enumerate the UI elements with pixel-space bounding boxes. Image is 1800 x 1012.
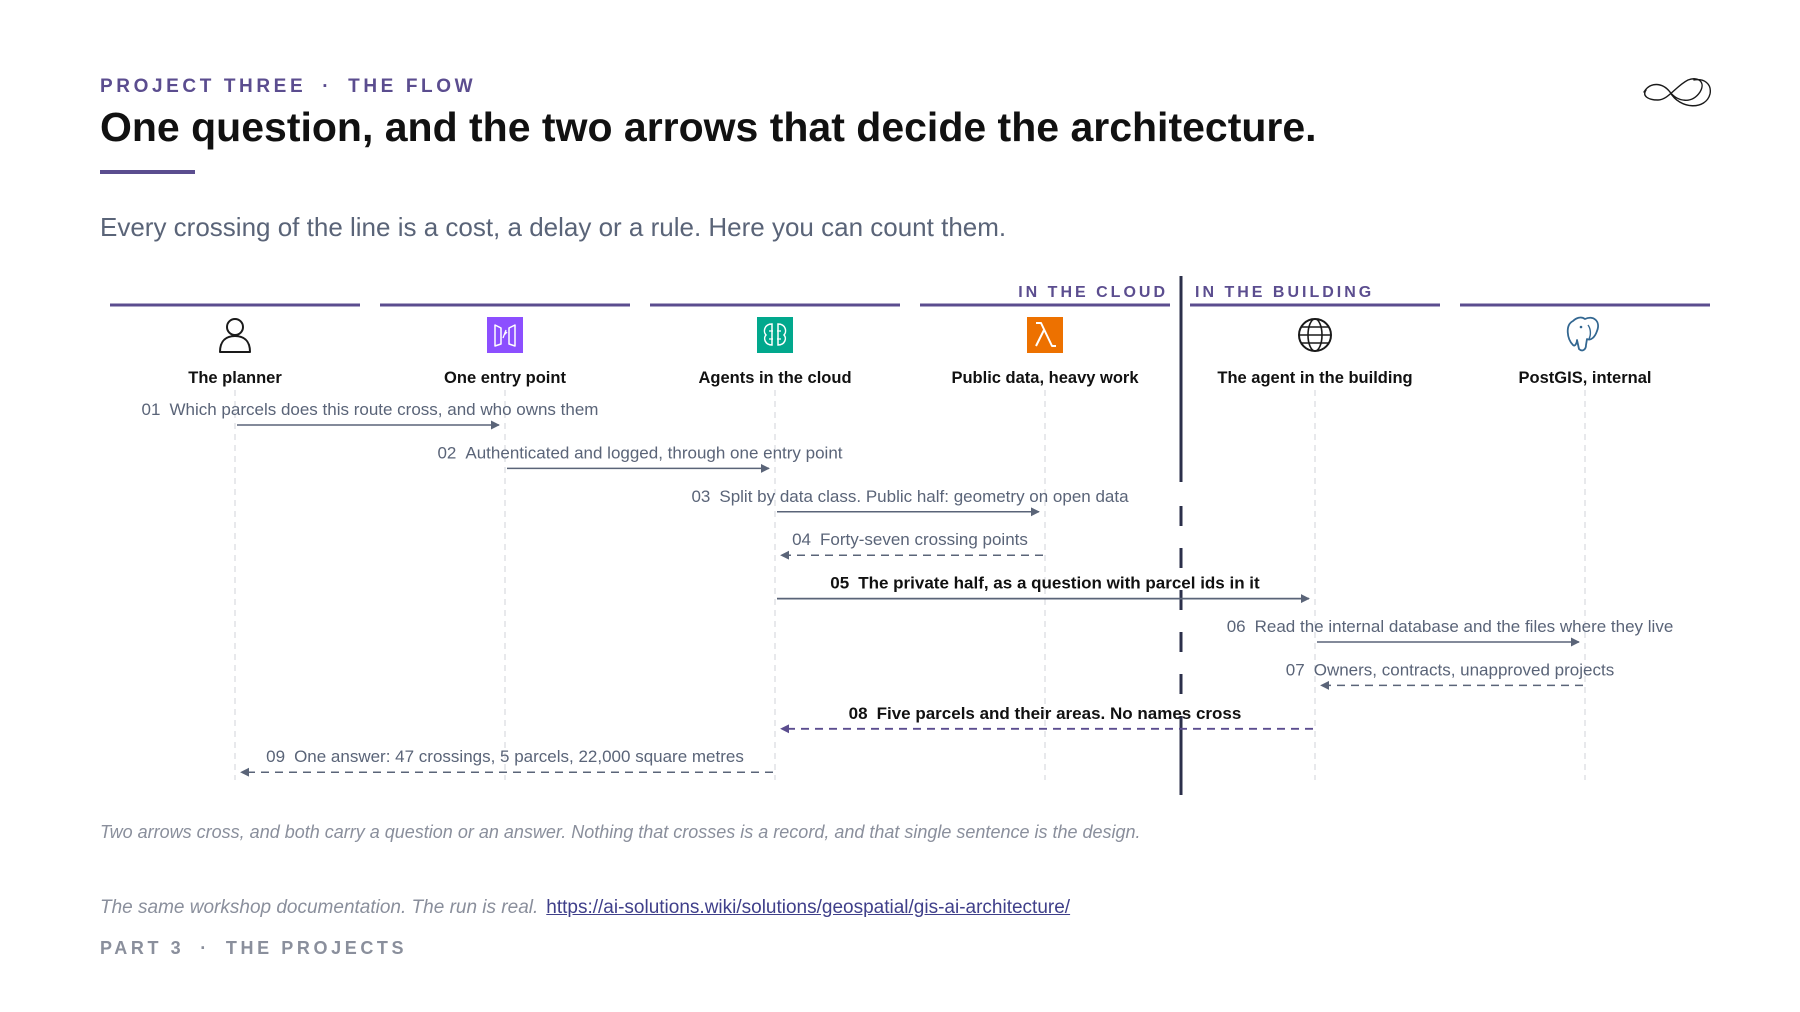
- message-label-01: 01 Which parcels does this route cross, a…: [142, 400, 599, 419]
- message-07: 07 Owners, contracts, unapproved projects: [1286, 660, 1614, 690]
- message-label-07: 07 Owners, contracts, unapproved projects: [1286, 660, 1614, 679]
- actor-label-building-agent: The agent in the building: [1217, 369, 1412, 387]
- message-text-03: Split by data class. Public half: geomet…: [719, 487, 1129, 506]
- message-text-08: Five parcels and their areas. No names c…: [877, 704, 1242, 723]
- message-09: 09 One answer: 47 crossings, 5 parcels, 2…: [240, 747, 773, 777]
- zone-label-cloud: IN THE CLOUD: [1018, 284, 1168, 301]
- lifelines: [234, 390, 1586, 780]
- infinity-signature-logo: [1643, 78, 1711, 107]
- globe-icon: [1298, 318, 1332, 352]
- message-text-07: Owners, contracts, unapproved projects: [1314, 660, 1614, 679]
- ai-agents-icon: [757, 317, 793, 353]
- footer-projects: THE PROJECTS: [225, 938, 408, 958]
- actor-label-planner: The planner: [188, 369, 282, 387]
- actor-label-public-data: Public data, heavy work: [951, 369, 1139, 387]
- message-text-01: Which parcels does this route cross, and…: [169, 400, 598, 419]
- message-number-01: 01: [142, 400, 161, 419]
- message-label-06: 06 Read the internal database and the fil…: [1227, 617, 1674, 636]
- diagram-caption: Two arrows cross, and both carry a quest…: [100, 822, 1141, 842]
- message-number-06: 06: [1227, 617, 1246, 636]
- person-icon: [219, 318, 251, 353]
- message-06: 06 Read the internal database and the fil…: [1227, 617, 1674, 647]
- kicker-project: PROJECT THREE: [100, 76, 307, 97]
- page-subtitle: Every crossing of the line is a cost, a …: [100, 212, 1007, 242]
- message-label-09: 09 One answer: 47 crossings, 5 parcels, 2…: [266, 747, 744, 766]
- footer-separator: ·: [200, 938, 210, 958]
- footer-section: PART 3 · THE PROJECTS: [100, 938, 407, 959]
- message-05: 05 The private half, as a question with p…: [777, 574, 1310, 604]
- lambda-icon: [1027, 317, 1063, 353]
- source-text: The same workshop documentation. The run…: [100, 897, 539, 918]
- api-gateway-icon: [487, 317, 523, 353]
- message-label-04: 04 Forty-seven crossing points: [792, 530, 1028, 549]
- kicker-separator: ·: [322, 76, 333, 97]
- source-link[interactable]: https://ai-solutions.wiki/solutions/geos…: [546, 897, 1071, 918]
- zone-label-building: IN THE BUILDING: [1195, 284, 1374, 301]
- page-title: One question, and the two arrows that de…: [100, 104, 1317, 150]
- title-underline: [100, 170, 195, 174]
- actor-label-postgis: PostGIS, internal: [1519, 369, 1652, 387]
- message-text-06: Read the internal database and the files…: [1255, 617, 1674, 636]
- message-text-04: Forty-seven crossing points: [820, 530, 1028, 549]
- message-number-04: 04: [792, 530, 811, 549]
- message-number-07: 07: [1286, 660, 1305, 679]
- message-text-09: One answer: 47 crossings, 5 parcels, 22,…: [294, 747, 744, 766]
- message-label-05: 05 The private half, as a question with p…: [830, 574, 1260, 593]
- message-02: 02 Authenticated and logged, through one …: [437, 443, 843, 473]
- message-03: 03 Split by data class. Public half: geom…: [691, 487, 1129, 517]
- message-text-02: Authenticated and logged, through one en…: [465, 443, 842, 462]
- actor-label-cloud-agents: Agents in the cloud: [698, 369, 851, 387]
- actor-label-entry-point: One entry point: [444, 369, 566, 387]
- kicker-flow: THE FLOW: [348, 76, 477, 97]
- message-number-08: 08: [849, 704, 868, 723]
- message-04: 04 Forty-seven crossing points: [780, 530, 1043, 560]
- message-label-08: 08 Five parcels and their areas. No names…: [849, 704, 1242, 723]
- message-number-03: 03: [691, 487, 710, 506]
- message-label-03: 03 Split by data class. Public half: geom…: [691, 487, 1129, 506]
- footer-part: PART 3: [100, 938, 185, 958]
- message-01: 01 Which parcels does this route cross, a…: [142, 400, 599, 430]
- section-kicker: PROJECT THREE · THE FLOW: [100, 76, 476, 98]
- message-text-05: The private half, as a question with par…: [858, 574, 1260, 593]
- message-label-02: 02 Authenticated and logged, through one …: [437, 443, 842, 462]
- message-number-02: 02: [437, 443, 456, 462]
- postgresql-elephant-icon: [1566, 316, 1599, 352]
- message-number-09: 09: [266, 747, 285, 766]
- source-line: The same workshop documentation. The run…: [100, 897, 1070, 919]
- message-number-05: 05: [830, 574, 849, 593]
- message-08: 08 Five parcels and their areas. No names…: [780, 704, 1313, 734]
